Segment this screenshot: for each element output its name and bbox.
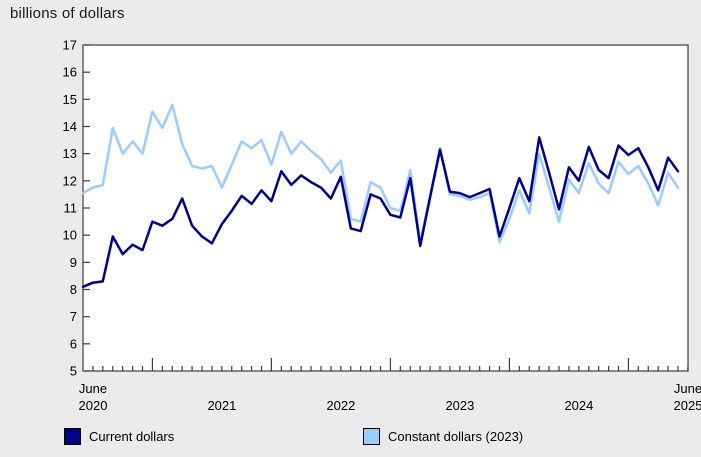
series-current-dollars (81, 136, 680, 289)
y-tick-label: 17 (63, 38, 77, 53)
legend-swatch-constant-dollars (363, 428, 380, 445)
y-axis: 5 6 7 8 9 10 11 12 13 14 15 16 17 (63, 38, 90, 379)
y-tick-label: 9 (70, 255, 77, 270)
x-label-year: 2021 (207, 398, 236, 413)
y-tick-label: 15 (63, 92, 77, 107)
x-label-year: 2023 (445, 398, 474, 413)
legend-item-current-dollars: Current dollars (64, 428, 174, 445)
x-label-month: June (674, 381, 701, 396)
y-tick-label: 10 (63, 228, 77, 243)
y-tick-label: 14 (63, 119, 77, 134)
x-axis: June 2020 2021 2022 2023 2024 June 2025 (79, 358, 701, 413)
y-tick-label: 7 (70, 309, 77, 324)
x-label-year: 2024 (564, 398, 593, 413)
x-label-year: 2022 (326, 398, 355, 413)
series-constant-dollars-2023- (81, 103, 680, 244)
y-tick-label: 12 (63, 173, 77, 188)
legend-label-constant-dollars: Constant dollars (2023) (388, 429, 524, 444)
x-label-year: 2020 (79, 398, 108, 413)
y-tick-label: 8 (70, 282, 77, 297)
y-tick-label: 5 (70, 364, 77, 379)
y-tick-label: 6 (70, 336, 77, 351)
y-tick-label: 16 (63, 65, 77, 80)
y-tick-label: 13 (63, 146, 77, 161)
y-tick-label: 11 (64, 201, 78, 216)
x-label-year: 2025 (674, 398, 701, 413)
legend-swatch-current-dollars (64, 428, 81, 445)
legend-label-current-dollars: Current dollars (89, 429, 175, 444)
chart-title: billions of dollars (10, 5, 125, 22)
x-label-month: June (79, 381, 107, 396)
legend-item-constant-dollars: Constant dollars (2023) (363, 428, 523, 445)
